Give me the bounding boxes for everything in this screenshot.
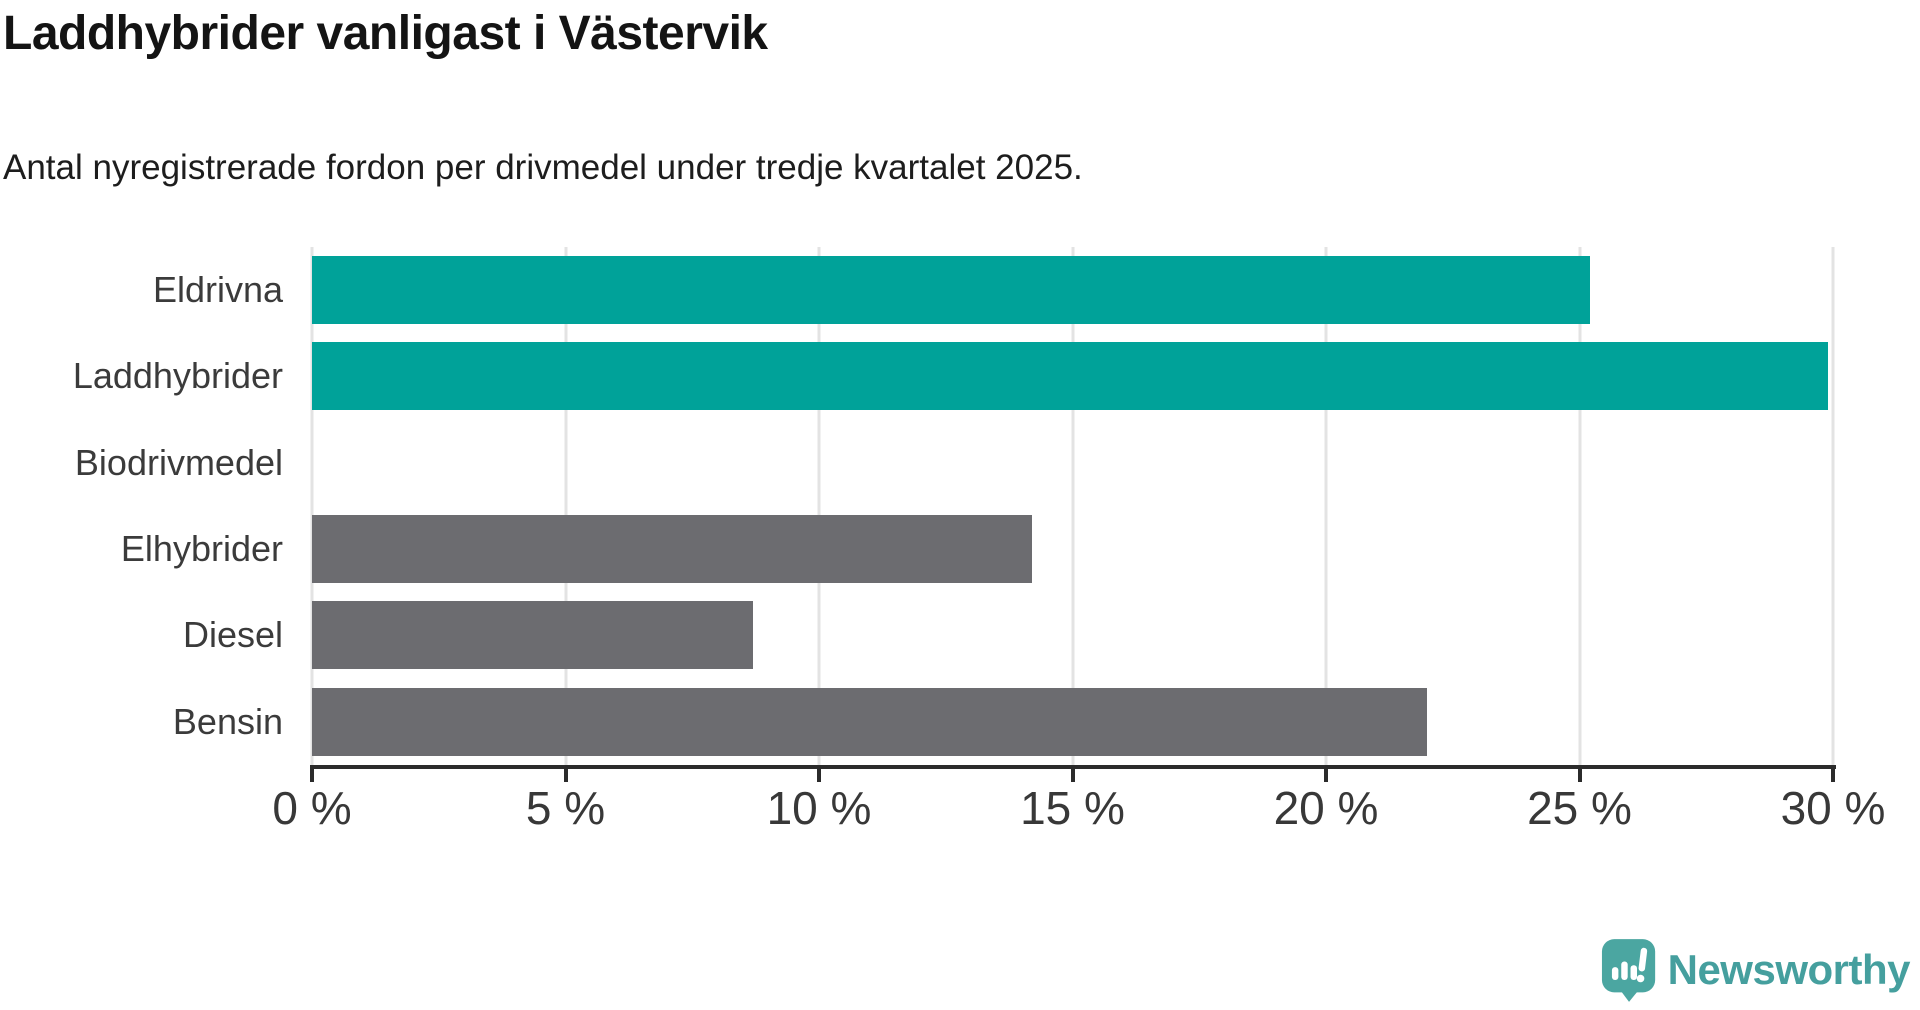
- category-label-diesel: Diesel: [182, 614, 283, 656]
- gridline-5: [564, 247, 567, 765]
- bar-diesel: [312, 601, 754, 670]
- tick-label-25: 25 %: [1527, 782, 1632, 834]
- gridline-20: [1324, 247, 1328, 765]
- bar-laddhybrider: [312, 342, 1828, 411]
- bar-row-eldrivna: [312, 247, 1833, 333]
- gridline-25: [1578, 247, 1581, 765]
- bar-rows: [312, 247, 1833, 765]
- gridline-10: [817, 247, 821, 765]
- tick-label-0: 0 %: [272, 782, 352, 834]
- axis-tick-20: [1324, 765, 1328, 782]
- category-label-bensin: Bensin: [172, 700, 283, 742]
- bar-bensin: [312, 687, 1428, 756]
- brand-name: Newsworthy: [1667, 946, 1911, 993]
- axis-tick-30: [1831, 765, 1835, 782]
- category-label-biodrivmedel: Biodrivmedel: [74, 441, 283, 483]
- bar-row-laddhybrider: [312, 333, 1833, 419]
- axis-tick-15: [1070, 765, 1075, 782]
- bar-elhybrider: [312, 515, 1032, 584]
- newsworthy-logo-icon: [1601, 939, 1655, 1002]
- bar-row-bensin: [312, 679, 1833, 765]
- tick-label-20: 20 %: [1273, 782, 1379, 834]
- gridline-15: [1071, 247, 1074, 765]
- tick-label-15: 15 %: [1020, 782, 1125, 834]
- axis-tick-10: [817, 765, 821, 782]
- chart-title: Laddhybrider vanligast i Västervik: [3, 7, 768, 60]
- tick-label-10: 10 %: [766, 782, 872, 834]
- tick-label-5: 5 %: [525, 782, 606, 834]
- chart-subtitle: Antal nyregistrerade fordon per drivmede…: [3, 148, 1083, 187]
- plot-area: [310, 247, 1835, 765]
- category-label-elhybrider: Elhybrider: [120, 528, 283, 570]
- category-label-laddhybrider: Laddhybrider: [72, 355, 283, 397]
- brand-footer: Newsworthy: [1601, 938, 1911, 1002]
- bar-row-elhybrider: [312, 506, 1833, 592]
- axis-tick-25: [1577, 765, 1582, 782]
- bar-eldrivna: [312, 256, 1590, 325]
- gridline-0: [310, 247, 314, 765]
- tick-label-30: 30 %: [1780, 782, 1886, 834]
- category-labels: Eldrivna Laddhybrider Biodrivmedel Elhybrid…: [0, 247, 283, 765]
- category-label-eldrivna: Eldrivna: [152, 269, 283, 311]
- bar-row-diesel: [312, 592, 1833, 678]
- bar-row-biodrivmedel: [312, 420, 1833, 506]
- axis-tick-5: [563, 765, 568, 782]
- gridline-30: [1831, 247, 1835, 765]
- axis-tick-0: [310, 765, 314, 782]
